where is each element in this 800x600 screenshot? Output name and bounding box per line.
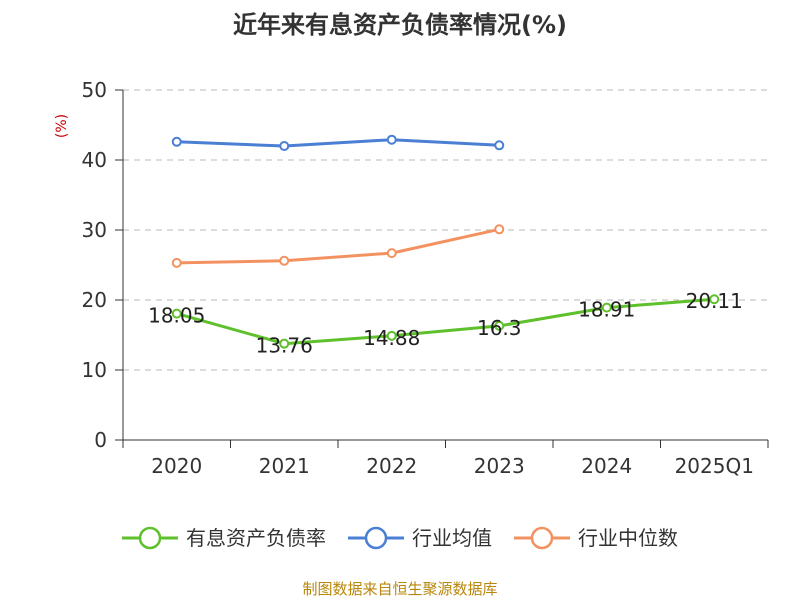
source-note: 制图数据来自恒生聚源数据库 bbox=[302, 580, 497, 598]
data-label-layer: 18.05 13.76 14.88 16.3 18.91 20.11 bbox=[148, 289, 743, 357]
chart-title: 近年来有息资产负债率情况(%) bbox=[233, 11, 567, 39]
x-tick-label: 2025Q1 bbox=[675, 454, 754, 478]
data-point bbox=[709, 294, 720, 305]
axis-layer: 0 10 20 30 40 50 2020 2021 2022 2023 2024 2025Q1 bbox=[82, 78, 769, 478]
data-point bbox=[494, 224, 505, 235]
series-line bbox=[175, 138, 501, 148]
grid-layer bbox=[123, 89, 768, 371]
data-point bbox=[494, 320, 505, 331]
series-line bbox=[175, 297, 716, 346]
x-tick-label: 2020 bbox=[151, 454, 202, 478]
x-tick-label: 2021 bbox=[259, 454, 310, 478]
y-tick-label: 30 bbox=[82, 218, 107, 242]
legend-item[interactable]: 有息资产负债率 bbox=[122, 526, 326, 550]
legend: 有息资产负债率 行业均值 行业中位数 bbox=[122, 526, 678, 550]
data-point bbox=[386, 134, 397, 145]
data-point bbox=[279, 255, 290, 266]
y-tick-label: 10 bbox=[82, 358, 107, 382]
y-tick-label: 40 bbox=[82, 148, 107, 172]
legend-marker-icon bbox=[364, 526, 388, 550]
legend-label: 有息资产负债率 bbox=[186, 526, 326, 550]
x-tick-label: 2024 bbox=[581, 454, 632, 478]
series-layer bbox=[171, 134, 720, 349]
data-label: 18.05 bbox=[148, 304, 205, 328]
y-tick-label: 50 bbox=[82, 78, 107, 102]
data-point bbox=[171, 136, 182, 147]
data-point bbox=[171, 257, 182, 268]
data-point bbox=[494, 140, 505, 151]
legend-label: 行业中位数 bbox=[578, 526, 678, 550]
legend-label: 行业均值 bbox=[412, 526, 492, 550]
data-label: 16.3 bbox=[477, 316, 522, 340]
legend-item[interactable]: 行业中位数 bbox=[514, 526, 678, 550]
legend-marker-icon bbox=[138, 526, 162, 550]
x-tick-label: 2022 bbox=[366, 454, 417, 478]
data-point bbox=[386, 248, 397, 259]
data-label: 18.91 bbox=[578, 298, 635, 322]
data-label: 20.11 bbox=[686, 289, 743, 313]
data-label: 13.76 bbox=[256, 334, 313, 358]
data-point bbox=[386, 330, 397, 341]
x-tick-label: 2023 bbox=[474, 454, 525, 478]
y-tick-label: 0 bbox=[94, 428, 107, 452]
data-point bbox=[279, 338, 290, 349]
y-tick-label: 20 bbox=[82, 288, 107, 312]
data-point bbox=[171, 308, 182, 319]
y-axis-label: (%) bbox=[54, 114, 70, 138]
data-label: 14.88 bbox=[363, 326, 420, 350]
legend-marker-icon bbox=[530, 526, 554, 550]
series-line bbox=[175, 227, 501, 265]
legend-item[interactable]: 行业均值 bbox=[348, 526, 492, 550]
data-point bbox=[279, 141, 290, 151]
data-point bbox=[601, 302, 612, 313]
